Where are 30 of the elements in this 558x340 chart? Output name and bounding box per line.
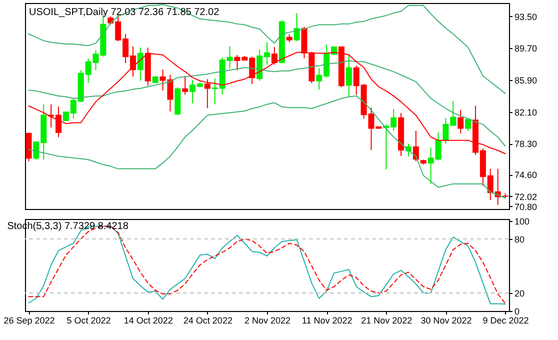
y-tick-label: 82.10 (514, 107, 538, 118)
x-tick-label: 21 Nov 2022 (361, 316, 412, 326)
y-tick-label: 100 (514, 216, 530, 226)
y-tick-label: 20 (514, 288, 525, 298)
candlestick (412, 130, 419, 162)
x-tick-label: 14 Oct 2022 (124, 316, 173, 326)
y-tick-label: 70.80 (514, 202, 538, 212)
x-tick-label: 2 Nov 2022 (244, 316, 291, 326)
y-tick-label: 78.30 (514, 139, 538, 150)
x-tick-label: 9 Dec 2022 (482, 316, 529, 326)
candlestick (204, 78, 210, 109)
y-tick-label: 89.70 (514, 44, 538, 54)
x-tick-label: 26 Sep 2022 (4, 316, 55, 326)
candlestick (182, 76, 188, 96)
y-tick-label: 93.50 (514, 12, 538, 22)
y-tick-label: 80 (514, 234, 525, 244)
x-tick-label: 11 Nov 2022 (302, 316, 352, 326)
y-tick-label: 85.90 (514, 76, 538, 86)
candlestick (458, 109, 464, 134)
x-tick-label: 5 Oct 2022 (66, 316, 111, 326)
x-tick-label: 24 Oct 2022 (183, 316, 232, 326)
candlestick (465, 118, 472, 132)
y-tick-label: 72.02 (514, 192, 538, 202)
line-series (28, 4, 506, 94)
candlestick (346, 54, 352, 96)
candlestick (294, 12, 300, 42)
x-tick-label: 30 Nov 2022 (420, 316, 472, 326)
candlestick (137, 47, 144, 82)
y-tick-label: 0 (514, 306, 520, 316)
y-tick-label: 74.60 (514, 170, 538, 180)
